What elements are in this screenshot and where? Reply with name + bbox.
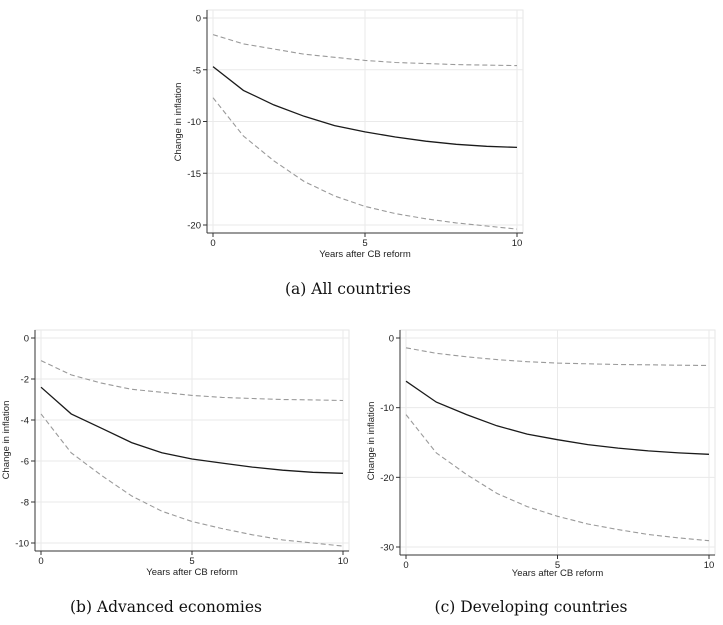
y-axis-label: Change in inflation [173, 83, 184, 162]
caption: (c) Developing countries [435, 598, 628, 616]
x-tick-label: 10 [704, 560, 715, 571]
lower-ci-line [405, 414, 710, 542]
y-tick-label: -4 [21, 416, 29, 427]
upper-ci-line [212, 34, 518, 67]
y-tick-label: 0 [389, 334, 394, 345]
y-tick-label: -10 [380, 403, 394, 414]
y-tick-label: -10 [15, 539, 29, 550]
y-tick-label: -30 [380, 543, 394, 554]
y-tick-label: -6 [21, 457, 29, 468]
x-tick-label: 0 [210, 238, 215, 249]
y-tick-label: 0 [196, 14, 201, 25]
upper-ci-line [40, 360, 344, 402]
x-axis-label: Years after CB reform [319, 249, 411, 260]
x-tick-label: 10 [512, 238, 523, 249]
x-axis-label: Years after CB reform [512, 568, 604, 579]
lower-ci-line [212, 97, 518, 230]
x-tick-label: 5 [362, 238, 367, 249]
upper-ci-line [405, 347, 710, 367]
point-estimate-line [405, 380, 710, 455]
y-tick-label: -8 [21, 498, 29, 509]
x-tick-label: 5 [189, 556, 194, 567]
y-tick-label: -2 [21, 375, 29, 386]
point-estimate-line [40, 386, 344, 474]
y-tick-label: -20 [380, 473, 394, 484]
caption: (a) All countries [285, 280, 411, 298]
chart-all-countries: 0 -5 -10 -15 -20 0 5 10 Years after CB reform Cha… [173, 9, 524, 298]
y-tick-label: -20 [187, 221, 201, 232]
point-estimate-line [212, 66, 518, 149]
y-tick-label: 0 [24, 334, 29, 345]
y-axis-label: Change in inflation [1, 401, 12, 480]
chart-developing-countries: 0 -10 -20 -30 0 5 10 Years after CB reform Chang… [366, 329, 716, 616]
y-tick-label: -10 [187, 117, 201, 128]
x-tick-label: 5 [555, 560, 560, 571]
y-tick-label: -15 [187, 169, 201, 180]
x-axis-label: Years after CB reform [146, 567, 238, 578]
y-axis-label: Change in inflation [366, 402, 377, 481]
chart-advanced-economies: 0 -2 -4 -6 -8 -10 0 5 10 Years after CB reform Cha… [1, 329, 350, 616]
x-tick-label: 0 [403, 560, 408, 571]
x-tick-label: 10 [338, 556, 349, 567]
caption: (b) Advanced economies [70, 598, 262, 616]
lower-ci-line [40, 413, 344, 547]
y-tick-label: -5 [193, 65, 201, 76]
x-tick-label: 0 [38, 556, 43, 567]
